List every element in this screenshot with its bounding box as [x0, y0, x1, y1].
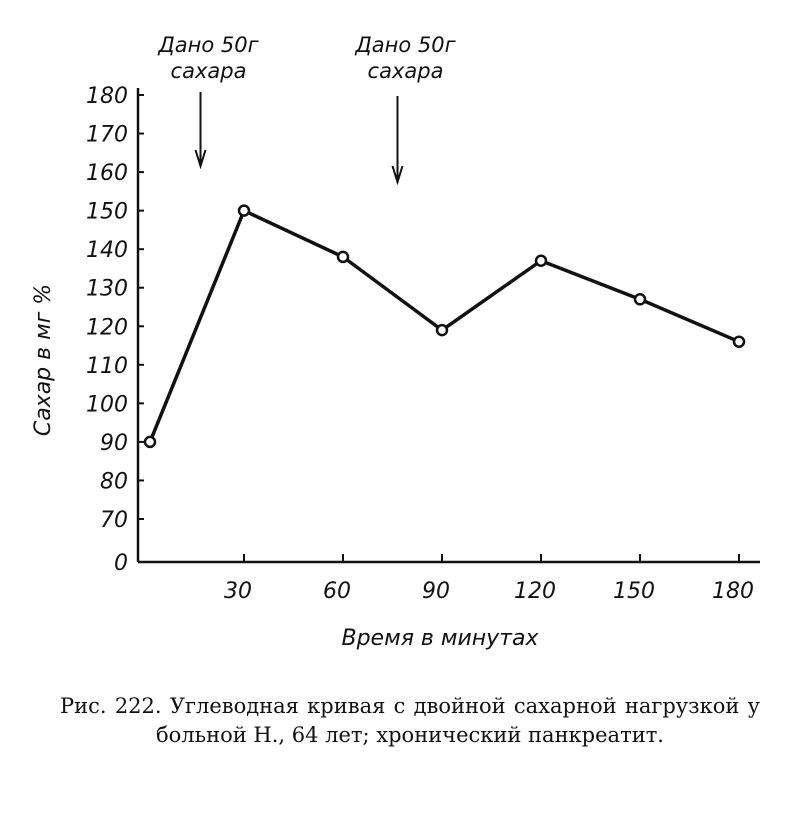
x-axis-ticks: 30 60 90 120 150 180 — [224, 554, 754, 604]
y-tick-label: 100 — [86, 392, 128, 417]
y-tick-label: 150 — [86, 200, 128, 225]
sugar-curve-chart: 0 70 80 90 100 110 120 130 140 150 160 170 180 30 60 9… — [31, 33, 760, 651]
y-tick-label: 80 — [100, 469, 128, 494]
y-tick-label: 160 — [86, 161, 128, 186]
data-point — [534, 254, 548, 267]
data-point — [336, 250, 350, 264]
y-axis-ticks: 0 70 80 90 100 110 120 130 140 150 160 170 180 — [86, 84, 144, 576]
x-tick-label: 30 — [224, 579, 252, 604]
arrow-head — [194, 149, 207, 170]
arrow-head — [391, 165, 404, 186]
series — [143, 204, 746, 449]
y-tick-label: 0 — [114, 551, 128, 576]
y-tick-label: 70 — [100, 508, 128, 533]
x-tick-label: 120 — [514, 579, 556, 604]
x-tick-label: 60 — [323, 579, 351, 604]
axes — [136, 88, 760, 564]
x-tick-label: 180 — [712, 579, 754, 604]
annotation-line1: Дано 50г — [354, 33, 456, 57]
y-axis-title: Сахар в мг % — [31, 284, 56, 436]
annotation-line2: сахара — [171, 59, 247, 83]
y-tick-label: 170 — [86, 123, 128, 148]
data-point — [633, 293, 647, 306]
data-point — [732, 335, 746, 348]
y-tick-label: 140 — [86, 238, 128, 263]
x-axis-title: Время в минутах — [342, 626, 540, 651]
x-tick-label: 150 — [613, 579, 655, 604]
y-tick-label: 110 — [86, 354, 128, 379]
y-tick-label: 90 — [100, 431, 128, 456]
annotation-line1: Дано 50г — [157, 33, 259, 57]
y-tick-label: 180 — [86, 84, 128, 109]
x-tick-label: 90 — [422, 579, 450, 604]
y-tick-label: 130 — [86, 277, 128, 302]
figure-caption: Рис. 222. Углеводная кривая с двойной са… — [60, 694, 760, 747]
y-tick-label: 120 — [86, 315, 128, 340]
annotation-line2: сахара — [368, 59, 444, 83]
data-point — [435, 323, 449, 337]
data-point — [143, 435, 157, 449]
data-point — [237, 204, 251, 217]
